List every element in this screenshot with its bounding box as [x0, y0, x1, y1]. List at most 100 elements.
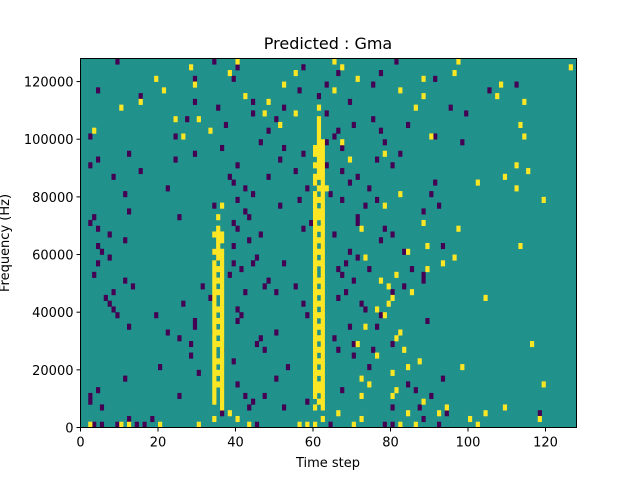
heatmap-cell-high [313, 179, 318, 186]
heatmap-cell-high [406, 248, 411, 255]
heatmap-cell-high [332, 87, 337, 94]
heatmap-cell-high [216, 306, 221, 313]
heatmap-cell-high [452, 70, 457, 77]
x-tick-label: 100 [456, 436, 481, 451]
heatmap-cell-high [212, 346, 217, 353]
heatmap-cell-high [220, 341, 225, 348]
y-tick-label: 120000 [24, 76, 74, 91]
heatmap-cell-high [355, 341, 360, 348]
heatmap-cell-low [382, 139, 387, 146]
heatmap-cell-high [220, 381, 225, 388]
heatmap-cell-low [208, 294, 213, 301]
heatmap-cell-high [313, 150, 318, 157]
heatmap-cell-high [320, 392, 325, 399]
heatmap-cell-high [320, 364, 325, 371]
heatmap-cell-high [316, 139, 322, 146]
heatmap-cell-low [258, 231, 263, 238]
heatmap-cell-high [212, 306, 217, 313]
heatmap-cell-high [305, 421, 310, 428]
heatmap-cell-low [212, 202, 217, 209]
heatmap-cell-high [320, 283, 325, 290]
heatmap-cell-low [196, 369, 201, 376]
heatmap-cell-high [316, 289, 322, 296]
heatmap-cell-high [181, 133, 186, 140]
heatmap-cell-high [440, 260, 446, 267]
heatmap-cell-low [347, 98, 353, 105]
heatmap-cell-low [92, 421, 97, 428]
heatmap-cell-high [320, 196, 325, 203]
heatmap-cell-high [220, 329, 225, 336]
y-axis-label: Frequency (Hz) [0, 194, 13, 292]
heatmap-cell-high [313, 202, 318, 209]
heatmap-cell-high [212, 271, 217, 278]
heatmap-cell-high [212, 266, 217, 273]
heatmap-cell-high [313, 254, 318, 261]
heatmap-cell-high [138, 98, 143, 105]
heatmap-cell-low [285, 364, 291, 371]
heatmap-cell-low [429, 191, 434, 198]
heatmap-background [80, 58, 577, 428]
heatmap-cell-high [568, 64, 573, 71]
heatmap-cell-low [375, 196, 380, 203]
heatmap-cell-high [216, 254, 221, 261]
heatmap-cell-low [390, 421, 395, 428]
heatmap-cell-high [522, 98, 527, 105]
heatmap-cell-low [220, 144, 225, 152]
heatmap-cell-high [220, 260, 225, 267]
heatmap-cell-high [340, 139, 345, 146]
heatmap-cell-high [382, 312, 387, 319]
heatmap-cell-high [456, 225, 461, 232]
heatmap-cell-high [192, 81, 198, 88]
heatmap-cell-low [254, 421, 260, 428]
heatmap-cell-high [316, 225, 322, 232]
heatmap-cell-high [522, 133, 527, 140]
heatmap-cell-low [301, 225, 306, 232]
heatmap-cell-low [127, 415, 132, 423]
heatmap-cell-low [340, 144, 345, 152]
heatmap-cell-high [212, 231, 217, 238]
heatmap-cell-low [192, 98, 198, 105]
heatmap-cell-low [359, 300, 364, 307]
heatmap-cell-low [394, 58, 399, 65]
heatmap-cell-low [417, 404, 422, 411]
heatmap-cell-high [220, 271, 225, 278]
heatmap-cell-high [216, 248, 221, 255]
heatmap-cell-high [320, 271, 325, 278]
heatmap-cell-high [216, 381, 221, 388]
heatmap-cell-low [177, 392, 182, 399]
heatmap-cell-high [421, 93, 426, 100]
chart-title: Predicted : Gma [264, 34, 392, 53]
heatmap-cell-high [541, 381, 546, 388]
heatmap-cell-high [92, 127, 97, 134]
heatmap-cell-low [340, 271, 345, 278]
heatmap-cell-high [220, 364, 225, 371]
heatmap-cell-high [502, 404, 508, 411]
heatmap-cell-high [313, 260, 318, 267]
heatmap-cell-high [316, 369, 322, 376]
heatmap-cell-high [212, 289, 217, 296]
heatmap-cell-low [378, 312, 384, 319]
heatmap-cell-low [402, 248, 407, 255]
heatmap-cell-low [189, 341, 194, 348]
heatmap-cell-low [305, 185, 310, 192]
heatmap-cell-high [320, 219, 325, 227]
heatmap-cell-low [88, 133, 93, 140]
heatmap-cell-high [398, 87, 403, 94]
heatmap-cell-high [316, 116, 322, 123]
heatmap-cell-low [355, 254, 360, 261]
heatmap-cell-high [437, 410, 442, 417]
heatmap-cell-low [235, 225, 240, 232]
heatmap-cell-low [351, 352, 356, 359]
heatmap-cell-low [347, 323, 353, 330]
heatmap-cell-high [119, 104, 124, 111]
heatmap-cell-high [316, 196, 322, 203]
y-tick-label: 60000 [32, 249, 73, 264]
heatmap-cell-low [266, 277, 271, 284]
heatmap-cell-low [324, 81, 329, 88]
heatmap-cell-low [138, 168, 143, 175]
heatmap-cell-high [394, 387, 399, 394]
heatmap-cell-high [530, 341, 535, 348]
heatmap-cell-high [313, 162, 318, 169]
heatmap-cell-low [231, 243, 236, 250]
heatmap-cell-low [247, 404, 252, 411]
